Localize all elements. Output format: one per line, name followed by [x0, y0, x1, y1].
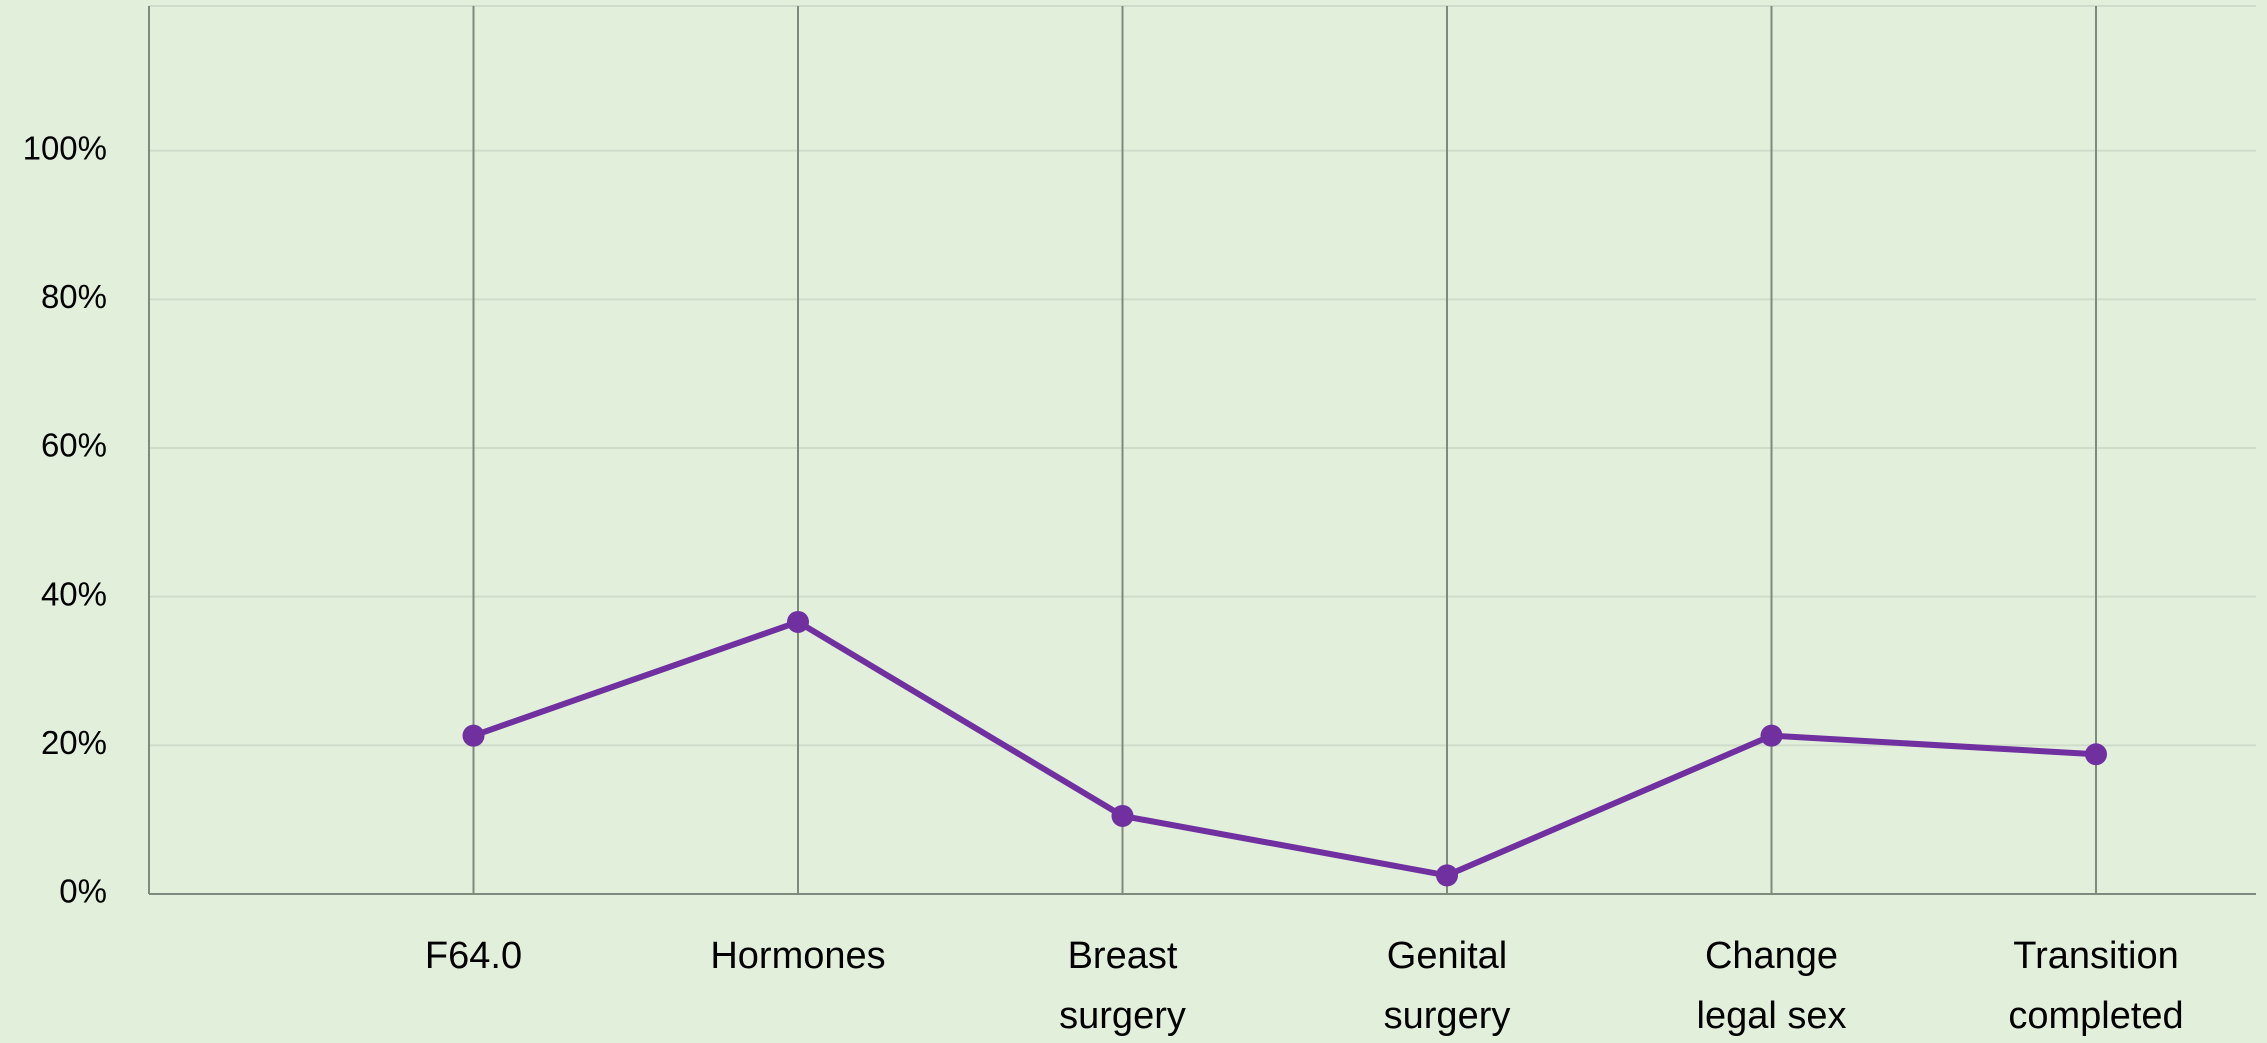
data-point: [462, 724, 485, 747]
x-tick-label: Change legal sex: [1697, 935, 1847, 1037]
data-point: [1760, 724, 1783, 747]
data-point: [1111, 804, 1134, 827]
x-tick-label: Breast surgery: [1059, 935, 1186, 1037]
x-tick-label: Hormones: [710, 935, 885, 977]
y-tick-label: 100%: [23, 129, 107, 166]
y-tick-label: 60%: [41, 427, 107, 464]
x-tick-label: Transition completed: [2008, 935, 2183, 1037]
y-tick-label: 0%: [59, 873, 107, 910]
y-tick-label: 80%: [41, 278, 107, 315]
data-point: [2085, 743, 2107, 766]
y-tick-label: 20%: [41, 724, 107, 761]
x-tick-label: Genital surgery: [1384, 935, 1511, 1037]
x-tick-label: F64.0: [425, 935, 522, 977]
data-point: [787, 610, 809, 633]
data-point: [1436, 864, 1458, 887]
series-line: [472, 618, 2097, 879]
y-tick-label: 40%: [41, 575, 107, 612]
